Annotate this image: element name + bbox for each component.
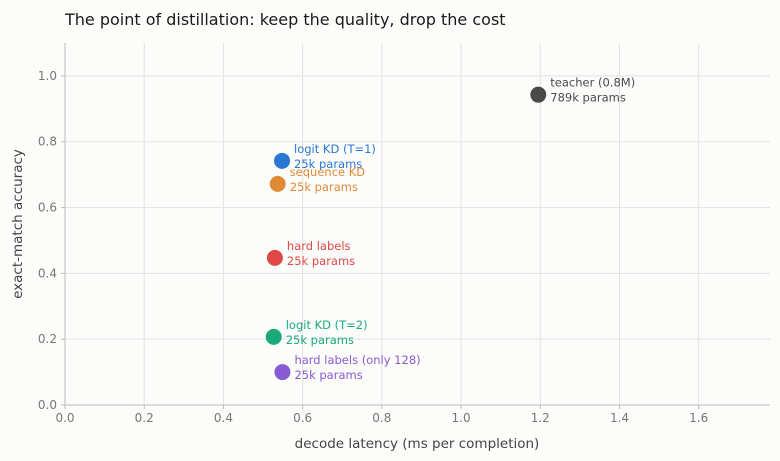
data-point (265, 328, 282, 345)
y-axis-ticks: 0.0 0.2 0.4 0.6 0.8 1.0 (38, 69, 65, 412)
y-axis-label: exact-match accuracy (10, 149, 26, 299)
data-point-group: logit KD (T=1)25k params (274, 142, 376, 171)
data-point-sublabel: 789k params (550, 91, 626, 105)
data-point-label: sequence KD (290, 165, 366, 179)
x-axis-label: decode latency (ms per completion) (295, 436, 540, 452)
data-point (274, 152, 291, 169)
x-tick-label: 1.6 (689, 411, 708, 425)
x-tick-label: 1.2 (531, 411, 550, 425)
data-point-label: logit KD (T=1) (294, 142, 376, 156)
x-tick-label: 1.4 (610, 411, 629, 425)
x-axis-ticks: 0.0 0.2 0.4 0.6 0.8 1.0 1.2 1.4 1.6 (55, 405, 708, 425)
data-point-sublabel: 25k params (294, 157, 362, 171)
data-point-label: hard labels (only 128) (294, 353, 420, 367)
axes-spines (64, 43, 770, 406)
x-tick-label: 0.4 (214, 411, 233, 425)
data-point (530, 86, 547, 103)
y-tick-label: 1.0 (38, 69, 57, 83)
x-tick-label: 0.2 (135, 411, 154, 425)
y-tick-label: 0.6 (38, 201, 57, 215)
chart-title: The point of distillation: keep the qual… (64, 10, 506, 29)
grid (64, 43, 770, 406)
x-tick-label: 0.8 (372, 411, 391, 425)
data-point (274, 364, 291, 381)
data-point-label: hard labels (287, 239, 351, 253)
data-point-sublabel: 25k params (287, 254, 355, 268)
data-point-sublabel: 25k params (294, 368, 362, 382)
data-point-label: logit KD (T=2) (286, 318, 368, 332)
y-tick-label: 0.8 (38, 135, 57, 149)
data-point-group: teacher (0.8M)789k params (530, 76, 635, 105)
x-tick-label: 0.6 (293, 411, 312, 425)
data-point-group: hard labels (only 128)25k params (274, 353, 421, 382)
x-tick-label: 0.0 (55, 411, 74, 425)
y-tick-label: 0.0 (38, 398, 57, 412)
data-point (266, 249, 283, 266)
data-point (269, 175, 286, 192)
data-point-sublabel: 25k params (286, 333, 354, 347)
data-point-label: teacher (0.8M) (550, 76, 635, 90)
data-point-group: logit KD (T=2)25k params (265, 318, 368, 347)
y-tick-label: 0.4 (38, 266, 57, 280)
y-tick-label: 0.2 (38, 332, 57, 346)
data-point-sublabel: 25k params (290, 180, 358, 194)
x-tick-label: 1.0 (452, 411, 471, 425)
